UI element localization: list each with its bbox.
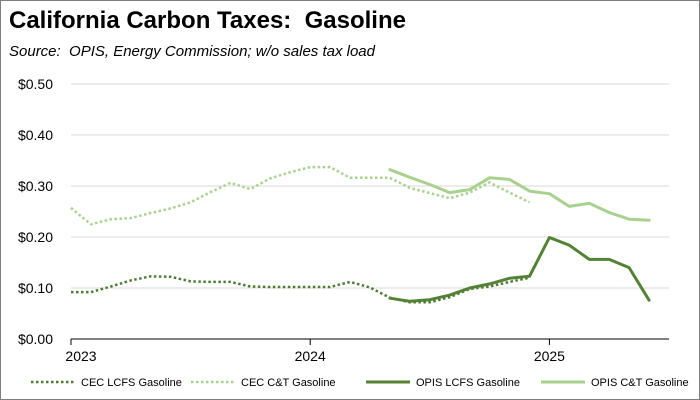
legend-label-3: OPIS LCFS Gasoline [416,377,520,389]
y-tick-label: $0.00 [18,331,53,347]
y-tick-label: $0.40 [18,127,53,143]
series-lines [70,165,651,304]
grid-lines [71,83,669,289]
series-line-3 [388,236,651,303]
y-tick-label: $0.30 [18,178,53,194]
y-tick-label: $0.50 [18,76,53,92]
chart-title: California Carbon Taxes: Gasoline [9,7,406,34]
x-tick-label: 2025 [534,348,565,364]
series-line-4 [388,168,651,222]
x-axis: 2023 2024 2025 [65,338,669,364]
legend-label-2: CEC C&T Gasoline [241,377,336,389]
y-tick-label: $0.10 [18,280,53,296]
legend: CEC LCFS Gasoline CEC C&T Gasoline OPIS LC… [31,377,689,389]
series-line-2 [70,165,531,226]
chart-subtitle: Source: OPIS, Energy Commission; w/o sal… [9,43,375,60]
series-line-1 [71,275,530,304]
legend-label-1: CEC LCFS Gasoline [81,377,182,389]
x-tick-label: 2023 [65,348,96,364]
legend-label-4: OPIS C&T Gasoline [591,377,689,389]
y-tick-label: $0.20 [18,229,53,245]
x-tick-label: 2024 [295,348,326,364]
y-axis-ticks: $0.00 $0.10 $0.20 $0.30 $0.40 $0.50 [18,76,53,347]
